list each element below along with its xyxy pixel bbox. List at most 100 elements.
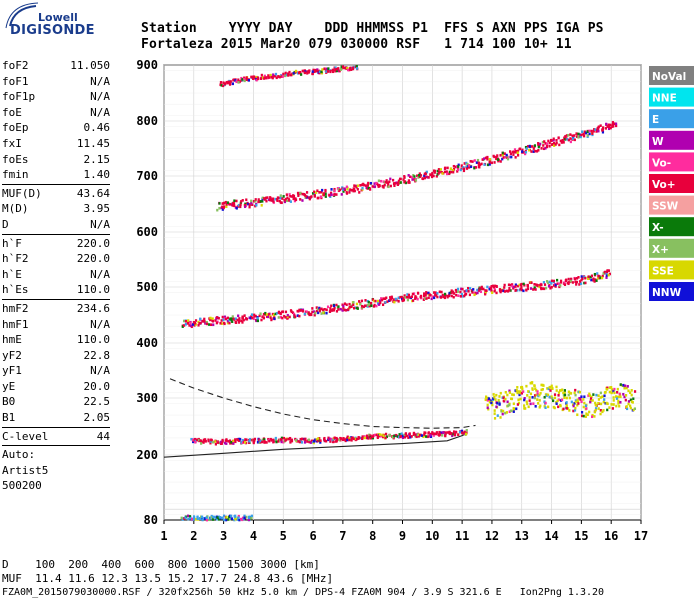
echo-point — [370, 304, 373, 308]
echo-point — [294, 315, 297, 319]
echo-point — [580, 275, 583, 278]
echo-point — [292, 194, 295, 197]
y-tick-label: 400 — [136, 336, 158, 350]
param-label: foF1p — [2, 90, 36, 104]
echo-point — [237, 514, 240, 518]
echo-point — [335, 69, 339, 73]
echo-point — [209, 517, 212, 520]
echo-point — [465, 289, 468, 292]
echo-point — [538, 405, 541, 409]
param-label: D — [2, 217, 9, 231]
legend-swatch-x- — [649, 217, 694, 237]
param-value: 22.5 — [83, 395, 111, 409]
echo-point — [376, 183, 380, 187]
echo-point — [499, 289, 502, 293]
echo-point — [364, 299, 367, 302]
echo-point — [475, 161, 478, 164]
echo-point — [301, 199, 304, 202]
echo-point — [488, 286, 491, 289]
echo-point — [468, 164, 471, 167]
echo-point — [210, 516, 213, 519]
legend-label: X- — [652, 222, 664, 234]
echo-point — [345, 192, 349, 195]
echo-point — [416, 297, 419, 301]
echo-point — [334, 68, 337, 71]
echo-point — [271, 76, 274, 80]
echo-point — [297, 194, 300, 197]
echo-point — [252, 200, 256, 203]
echo-point — [540, 287, 543, 291]
echo-point — [286, 315, 289, 319]
echo-point — [237, 438, 240, 442]
echo-point — [314, 68, 317, 72]
echo-point — [393, 434, 396, 438]
echo-point — [213, 515, 216, 519]
echo-point — [578, 280, 582, 283]
echo-point — [543, 400, 546, 404]
echo-point — [429, 173, 432, 177]
echo-point — [456, 167, 460, 170]
echo-point — [523, 398, 526, 402]
echo-point — [579, 135, 582, 139]
echo-point — [539, 404, 542, 408]
echo-point — [493, 409, 496, 412]
echo-point — [470, 289, 473, 292]
echo-point — [191, 440, 195, 444]
echo-point — [533, 384, 536, 388]
echo-point — [618, 392, 621, 396]
echo-point — [454, 288, 458, 292]
echo-point — [245, 438, 248, 442]
echo-point — [454, 165, 457, 169]
echo-point — [228, 517, 232, 521]
echo-point — [429, 294, 432, 297]
echo-point — [307, 438, 310, 442]
echo-point — [348, 67, 352, 70]
echo-point — [450, 294, 453, 298]
echo-point — [528, 145, 532, 148]
echo-point — [543, 140, 546, 143]
echo-point — [608, 272, 611, 276]
echo-point — [425, 175, 428, 179]
echo-point — [461, 287, 464, 291]
echo-point — [234, 514, 237, 518]
echo-point — [558, 143, 561, 147]
echo-point — [219, 321, 222, 325]
echo-point — [361, 183, 364, 187]
echo-point — [261, 440, 264, 444]
echo-point — [298, 314, 301, 318]
echo-point — [320, 307, 323, 311]
echo-point — [460, 429, 464, 433]
echo-point — [402, 297, 405, 300]
echo-point — [544, 142, 547, 145]
echo-point — [320, 190, 323, 194]
echo-point — [310, 195, 313, 198]
echo-point — [519, 287, 522, 291]
echo-point — [463, 290, 466, 293]
echo-point — [405, 295, 409, 299]
echo-point — [353, 189, 356, 193]
echo-point — [325, 439, 328, 443]
echo-point — [276, 197, 279, 201]
echo-point — [315, 306, 318, 309]
echo-point — [617, 399, 620, 403]
echo-point — [407, 293, 411, 297]
param-label: B1 — [2, 411, 16, 425]
echo-point — [183, 324, 186, 327]
echo-point — [408, 181, 411, 184]
echo-point — [211, 317, 214, 320]
echo-point — [269, 197, 272, 200]
echo-point — [283, 314, 286, 318]
echo-point — [409, 435, 412, 439]
echo-point — [473, 166, 476, 170]
echo-point — [444, 434, 447, 437]
echo-point — [193, 437, 197, 441]
echo-point — [613, 387, 616, 391]
echo-point — [590, 278, 593, 282]
echo-point — [540, 383, 543, 387]
echo-point — [237, 203, 240, 207]
echo-point — [239, 437, 242, 441]
echo-point — [403, 435, 407, 439]
echo-point — [530, 381, 533, 385]
echo-point — [323, 439, 327, 443]
echo-point — [325, 308, 328, 312]
